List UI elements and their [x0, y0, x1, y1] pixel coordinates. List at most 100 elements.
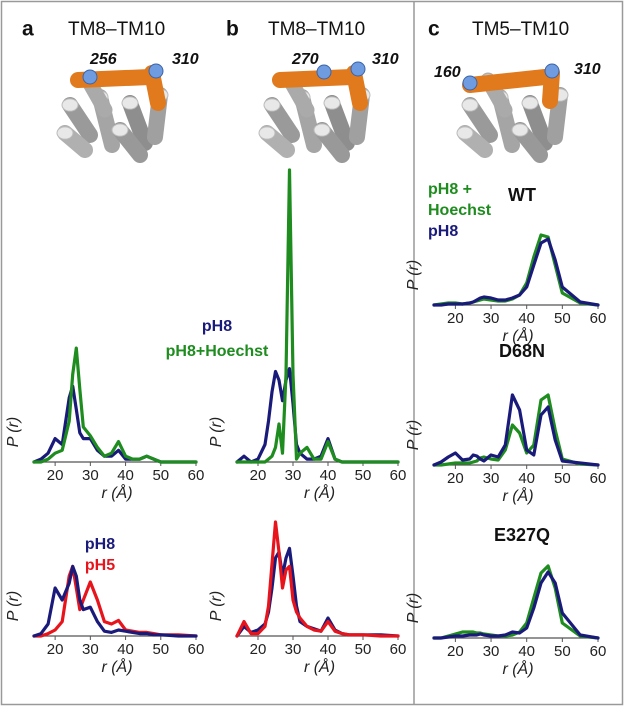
y-axis-label: P (r) — [208, 591, 225, 622]
label-site — [350, 61, 366, 77]
helix-end — [258, 126, 276, 140]
series-line — [235, 168, 400, 464]
helix-end — [461, 98, 479, 112]
x-tick-label: 60 — [590, 643, 607, 660]
protein-illustrations — [56, 61, 569, 163]
panel-letter: c — [428, 18, 440, 41]
series-line — [235, 520, 400, 638]
x-tick-label: 30 — [82, 641, 99, 658]
x-tick-label: 30 — [285, 641, 302, 658]
x-tick-label: 30 — [82, 467, 99, 484]
panel-letter: a — [22, 18, 34, 41]
label-site — [316, 64, 332, 80]
x-tick-label: 20 — [250, 467, 267, 484]
y-axis-label: P (r) — [405, 260, 422, 291]
y-axis-label: P (r) — [405, 420, 422, 451]
helix-highlight — [346, 65, 368, 111]
helix-end — [313, 123, 331, 137]
helix — [122, 95, 153, 151]
x-tick-label: 30 — [285, 467, 302, 484]
x-tick-label: 60 — [590, 310, 607, 327]
residue-label: 256 — [89, 51, 117, 68]
x-tick-label: 20 — [447, 470, 464, 487]
series-line — [32, 346, 198, 464]
helix-highlight — [272, 69, 360, 88]
x-tick-label: 30 — [483, 470, 500, 487]
x-tick-label: 20 — [47, 467, 64, 484]
x-tick-label: 30 — [483, 310, 500, 327]
x-tick-label: 60 — [590, 470, 607, 487]
panel-title: TM5–TM10 — [472, 19, 569, 40]
x-tick-label: 40 — [320, 467, 337, 484]
legend-entry: pH8 — [428, 223, 458, 240]
helix-end — [263, 98, 281, 112]
helix-end — [111, 123, 129, 137]
legend-entry: pH8 — [202, 318, 232, 335]
x-axis-label: r (Å) — [502, 659, 533, 678]
label-site — [148, 63, 164, 79]
x-tick-label: 40 — [117, 467, 134, 484]
chart-title: D68N — [499, 341, 545, 361]
y-axis-label: P (r) — [5, 417, 22, 448]
x-tick-label: 40 — [518, 643, 535, 660]
helix-end — [521, 96, 539, 110]
panel-title: TM8–TM10 — [68, 19, 165, 40]
x-tick-label: 50 — [152, 641, 169, 658]
x-tick-label: 50 — [355, 641, 372, 658]
chart-title: E327Q — [494, 525, 550, 545]
x-tick-label: 40 — [518, 470, 535, 487]
chart-title: WT — [508, 185, 536, 205]
helix-end — [61, 98, 79, 112]
helix-highlight — [462, 69, 553, 93]
series-line — [432, 393, 600, 467]
helix — [522, 95, 553, 151]
panel-letter: b — [226, 18, 239, 41]
x-tick-label: 60 — [188, 641, 205, 658]
series-line — [235, 546, 400, 638]
x-axis-label: r (Å) — [304, 483, 335, 502]
helix-highlight — [144, 65, 166, 111]
helix — [324, 95, 355, 151]
helix-end — [121, 96, 139, 110]
helix-end — [456, 126, 474, 140]
x-tick-label: 40 — [117, 641, 134, 658]
label-site — [544, 63, 560, 79]
x-axis-label: r (Å) — [101, 483, 132, 502]
x-tick-label: 20 — [447, 643, 464, 660]
residue-label: 310 — [372, 51, 399, 68]
y-axis-label: P (r) — [5, 591, 22, 622]
legend-entry: pH5 — [85, 557, 115, 574]
x-tick-label: 50 — [554, 310, 571, 327]
residue-label: 160 — [434, 64, 461, 81]
panel-title: TM8–TM10 — [268, 19, 365, 40]
y-axis-label: P (r) — [405, 593, 422, 624]
x-tick-label: 60 — [188, 467, 205, 484]
legend-entry: pH8 + Hoechst — [428, 181, 492, 219]
x-tick-label: 60 — [390, 467, 407, 484]
x-tick-label: 50 — [554, 470, 571, 487]
x-tick-label: 60 — [390, 641, 407, 658]
residue-label: 270 — [291, 51, 319, 68]
legend-entry: pH8 — [85, 536, 115, 553]
series-line — [432, 393, 600, 467]
x-axis-label: r (Å) — [101, 657, 132, 676]
label-site — [82, 69, 98, 85]
x-axis-label: r (Å) — [502, 326, 533, 345]
x-tick-label: 50 — [355, 467, 372, 484]
x-axis-label: r (Å) — [304, 657, 335, 676]
helix-end — [511, 123, 529, 137]
x-tick-label: 20 — [447, 310, 464, 327]
x-tick-label: 30 — [483, 643, 500, 660]
residue-label: 310 — [574, 61, 601, 78]
label-site — [462, 75, 478, 91]
y-axis-label: P (r) — [208, 417, 225, 448]
x-tick-label: 40 — [320, 641, 337, 658]
helix-end — [323, 96, 341, 110]
helix — [547, 87, 568, 145]
x-axis-label: r (Å) — [502, 486, 533, 505]
series-line — [432, 237, 600, 307]
series-line — [32, 564, 198, 638]
x-tick-label: 50 — [554, 643, 571, 660]
